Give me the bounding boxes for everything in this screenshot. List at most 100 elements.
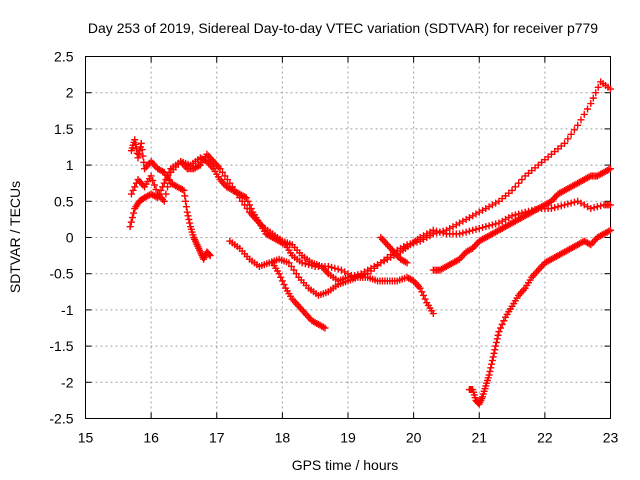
data-point bbox=[607, 165, 614, 173]
data-point bbox=[465, 227, 473, 235]
data-point bbox=[138, 146, 146, 154]
series-track-8 bbox=[465, 226, 614, 408]
data-point bbox=[488, 360, 496, 368]
data-point bbox=[231, 186, 239, 194]
data-point bbox=[594, 83, 602, 91]
data-point bbox=[130, 209, 138, 217]
data-point bbox=[580, 110, 588, 118]
data-point bbox=[127, 190, 135, 198]
data-point bbox=[567, 199, 575, 207]
y-tick-label: -2.5 bbox=[49, 411, 73, 427]
data-point bbox=[243, 205, 251, 213]
data-point bbox=[494, 331, 502, 339]
data-point bbox=[140, 158, 148, 166]
y-tick-label: 2.5 bbox=[54, 49, 74, 65]
data-point bbox=[206, 252, 214, 260]
data-point bbox=[497, 324, 505, 332]
x-axis-label: GPS time / hours bbox=[292, 457, 399, 473]
data-point bbox=[485, 371, 493, 379]
data-point bbox=[135, 150, 143, 158]
data-point bbox=[607, 226, 614, 234]
data-point bbox=[433, 227, 441, 235]
data-point bbox=[570, 198, 578, 206]
data-point bbox=[182, 203, 190, 211]
data-point bbox=[241, 201, 249, 209]
y-tick-label: 1 bbox=[66, 157, 74, 173]
y-tick-label: 0 bbox=[66, 230, 74, 246]
data-point bbox=[184, 212, 192, 220]
data-point bbox=[607, 201, 614, 209]
data-point bbox=[493, 335, 501, 343]
data-point bbox=[508, 212, 516, 220]
y-axis-label: SDTVAR / TECUs bbox=[7, 181, 23, 293]
data-point bbox=[301, 260, 309, 268]
series-track-5 bbox=[269, 259, 329, 332]
data-point bbox=[162, 190, 170, 198]
data-point bbox=[607, 85, 614, 93]
data-point bbox=[511, 183, 519, 191]
grid-lines bbox=[85, 56, 611, 419]
data-point bbox=[182, 197, 190, 205]
y-tick-label: -2 bbox=[61, 374, 74, 390]
data-point bbox=[334, 265, 342, 273]
data-point bbox=[137, 139, 145, 147]
data-point bbox=[127, 218, 135, 226]
data-point bbox=[462, 228, 470, 236]
data-point bbox=[436, 228, 444, 236]
y-tick-label: 1.5 bbox=[54, 121, 74, 137]
series-track-2 bbox=[127, 150, 614, 285]
data-point bbox=[419, 291, 427, 299]
data-point bbox=[593, 203, 601, 211]
data-point bbox=[416, 284, 424, 292]
y-tick-label: -1 bbox=[61, 302, 74, 318]
y-tick-label: -0.5 bbox=[49, 266, 73, 282]
data-point bbox=[233, 190, 241, 198]
data-point bbox=[180, 186, 188, 194]
data-point bbox=[508, 186, 516, 194]
data-point bbox=[223, 176, 231, 184]
data-point bbox=[216, 165, 224, 173]
y-tick-label: -1.5 bbox=[49, 338, 73, 354]
data-point bbox=[491, 346, 499, 354]
data-point bbox=[226, 179, 234, 187]
data-point bbox=[321, 324, 329, 332]
data-point bbox=[492, 338, 500, 346]
x-tick-label: 17 bbox=[209, 430, 225, 446]
x-tick-label: 22 bbox=[537, 430, 553, 446]
data-point bbox=[157, 186, 165, 194]
data-point bbox=[152, 186, 160, 194]
data-point bbox=[554, 203, 562, 211]
data-point bbox=[488, 221, 496, 229]
data-point bbox=[488, 357, 496, 365]
data-point bbox=[469, 226, 477, 234]
x-tick-label: 16 bbox=[143, 430, 159, 446]
series-track-4 bbox=[226, 237, 437, 318]
data-point bbox=[574, 121, 582, 129]
data-point bbox=[564, 135, 572, 143]
data-point bbox=[490, 349, 498, 357]
data-point bbox=[242, 194, 250, 202]
data-point bbox=[403, 259, 411, 267]
data-point bbox=[147, 172, 155, 180]
data-points bbox=[126, 78, 614, 408]
data-point bbox=[298, 259, 306, 267]
data-point bbox=[561, 139, 569, 147]
data-point bbox=[577, 116, 585, 124]
data-point bbox=[557, 202, 565, 210]
x-tick-label: 18 bbox=[275, 430, 291, 446]
data-point bbox=[564, 200, 572, 208]
data-point bbox=[186, 219, 194, 227]
x-tick-label: 23 bbox=[603, 430, 619, 446]
data-point bbox=[149, 176, 157, 184]
data-point bbox=[139, 152, 147, 160]
x-tick-label: 21 bbox=[471, 430, 487, 446]
data-point bbox=[495, 328, 503, 336]
data-point bbox=[479, 224, 487, 232]
x-tick-label: 19 bbox=[340, 430, 356, 446]
data-point bbox=[518, 176, 526, 184]
data-point bbox=[128, 214, 136, 222]
x-tick-label: 20 bbox=[406, 430, 422, 446]
x-tick-label: 15 bbox=[78, 430, 94, 446]
data-point bbox=[132, 140, 140, 148]
